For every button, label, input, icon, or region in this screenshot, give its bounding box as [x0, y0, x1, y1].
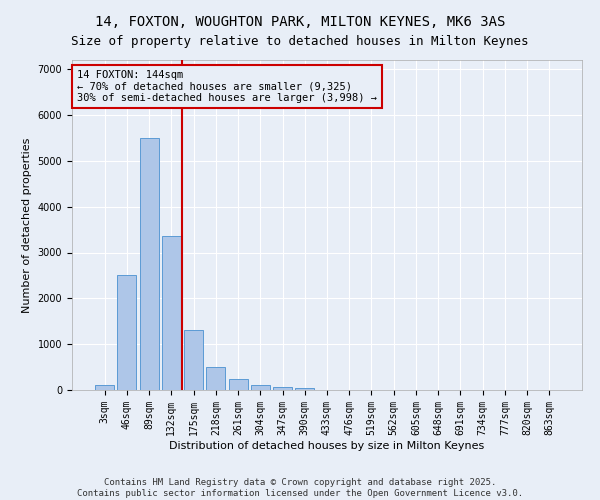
Bar: [229, 380, 248, 390]
Text: 14 FOXTON: 144sqm
← 70% of detached houses are smaller (9,325)
30% of semi-detac: 14 FOXTON: 144sqm ← 70% of detached hous…: [77, 70, 377, 103]
Bar: [251, 385, 270, 390]
Text: Contains HM Land Registry data © Crown copyright and database right 2025.
Contai: Contains HM Land Registry data © Crown c…: [77, 478, 523, 498]
Bar: [118, 276, 136, 390]
Bar: [95, 386, 114, 390]
Bar: [162, 236, 181, 390]
Text: Size of property relative to detached houses in Milton Keynes: Size of property relative to detached ho…: [71, 35, 529, 48]
Bar: [140, 138, 158, 390]
X-axis label: Distribution of detached houses by size in Milton Keynes: Distribution of detached houses by size …: [169, 440, 485, 450]
Bar: [184, 330, 203, 390]
Bar: [273, 387, 292, 390]
Bar: [206, 367, 225, 390]
Text: 14, FOXTON, WOUGHTON PARK, MILTON KEYNES, MK6 3AS: 14, FOXTON, WOUGHTON PARK, MILTON KEYNES…: [95, 15, 505, 29]
Bar: [295, 388, 314, 390]
Y-axis label: Number of detached properties: Number of detached properties: [22, 138, 32, 312]
